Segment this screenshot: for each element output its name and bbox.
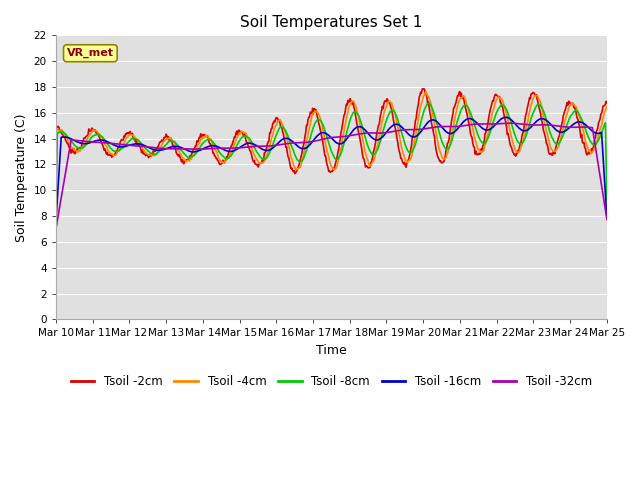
Tsoil -8cm [52,205,60,211]
Tsoil -32cm [399,127,406,133]
Tsoil -8cm [118,145,126,151]
Tsoil -2cm [52,123,60,129]
Tsoil -4cm [415,117,422,122]
Tsoil -32cm [175,146,182,152]
Y-axis label: Soil Temperature (C): Soil Temperature (C) [15,113,28,241]
Legend: Tsoil -2cm, Tsoil -4cm, Tsoil -8cm, Tsoil -16cm, Tsoil -32cm: Tsoil -2cm, Tsoil -4cm, Tsoil -8cm, Tsoi… [66,371,596,393]
Tsoil -32cm [118,142,126,147]
Tsoil -32cm [52,227,60,232]
Tsoil -2cm [399,160,407,166]
Tsoil -4cm [62,134,70,140]
Tsoil -2cm [62,138,70,144]
Line: Tsoil -2cm: Tsoil -2cm [56,89,607,174]
Line: Tsoil -8cm: Tsoil -8cm [56,103,607,208]
Tsoil -8cm [204,137,211,143]
Tsoil -2cm [175,153,182,159]
Tsoil -2cm [415,95,423,100]
X-axis label: Time: Time [316,344,347,357]
Tsoil -4cm [52,222,60,228]
Tsoil -16cm [52,220,60,226]
Tsoil -4cm [399,147,406,153]
Tsoil -2cm [204,133,211,139]
Tsoil -4cm [603,103,611,109]
Tsoil -32cm [62,168,70,174]
Tsoil -4cm [422,89,430,95]
Tsoil -8cm [62,132,70,137]
Tsoil -2cm [291,171,299,177]
Tsoil -32cm [508,120,515,126]
Tsoil -8cm [415,130,422,136]
Tsoil -32cm [204,146,211,152]
Tsoil -2cm [603,100,611,106]
Tsoil -8cm [399,132,406,138]
Title: Soil Temperatures Set 1: Soil Temperatures Set 1 [240,15,422,30]
Tsoil -4cm [118,142,126,148]
Tsoil -8cm [603,197,611,203]
Line: Tsoil -4cm: Tsoil -4cm [56,92,607,225]
Tsoil -32cm [415,127,422,132]
Tsoil -16cm [175,144,182,150]
Tsoil -16cm [204,144,211,150]
Tsoil -32cm [603,216,611,222]
Tsoil -16cm [399,125,406,131]
Tsoil -4cm [204,133,211,139]
Line: Tsoil -32cm: Tsoil -32cm [56,123,607,229]
Tsoil -8cm [425,100,433,106]
Tsoil -16cm [62,134,70,140]
Text: VR_met: VR_met [67,48,114,59]
Tsoil -16cm [502,114,509,120]
Tsoil -2cm [420,86,428,92]
Tsoil -16cm [603,216,611,222]
Tsoil -2cm [118,137,126,143]
Tsoil -8cm [175,144,182,149]
Tsoil -16cm [415,132,422,137]
Tsoil -4cm [175,147,182,153]
Tsoil -16cm [118,144,126,150]
Line: Tsoil -16cm: Tsoil -16cm [56,117,607,223]
